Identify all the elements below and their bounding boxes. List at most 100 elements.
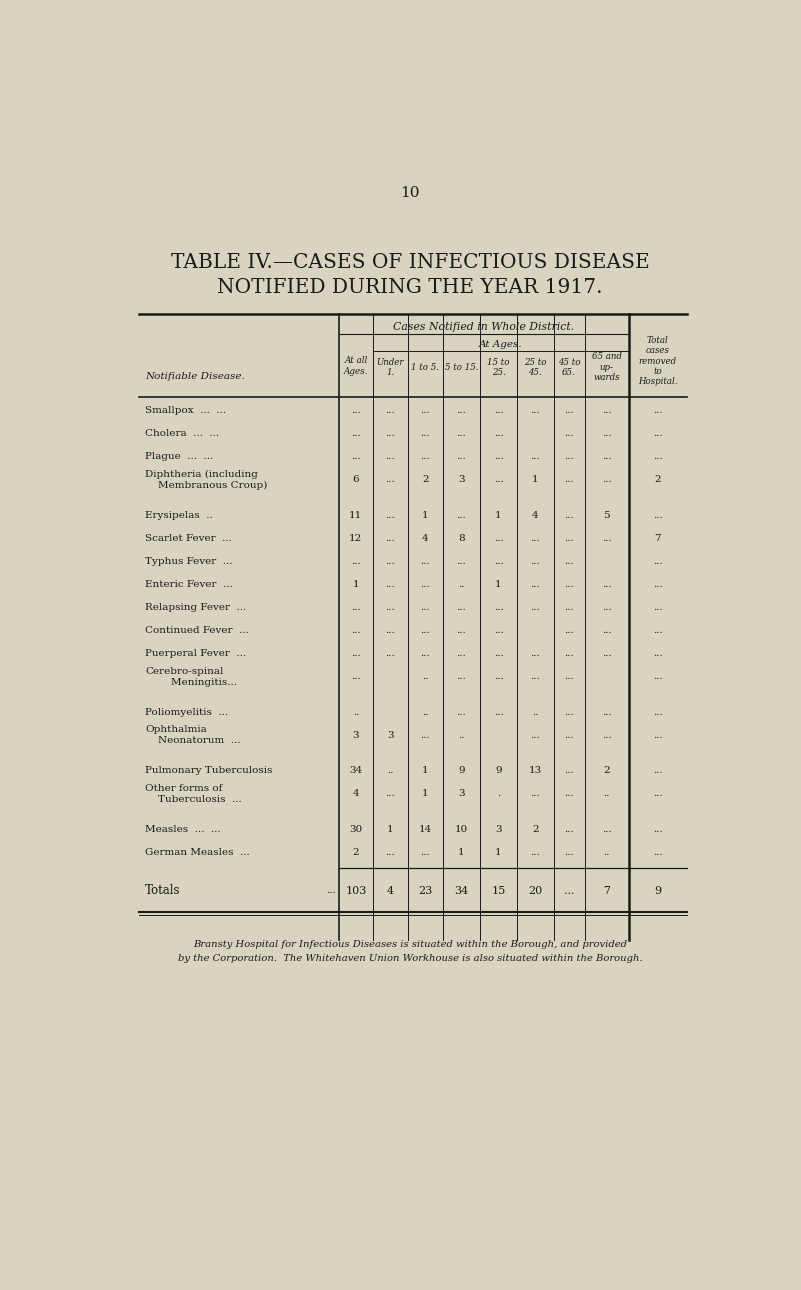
Text: ...: ... <box>530 789 540 799</box>
Text: ...: ... <box>530 848 540 857</box>
Text: TABLE IV.—CASES OF INFECTIOUS DISEASE: TABLE IV.—CASES OF INFECTIOUS DISEASE <box>171 253 650 272</box>
Text: Notifiable Disease.: Notifiable Disease. <box>145 372 245 381</box>
Text: ...: ... <box>564 451 574 461</box>
Text: Smallpox  ...  ...: Smallpox ... ... <box>145 406 226 415</box>
Text: ...: ... <box>653 430 662 439</box>
Text: ...: ... <box>653 649 662 658</box>
Text: 4: 4 <box>387 886 394 897</box>
Text: 3: 3 <box>352 731 359 740</box>
Text: 2: 2 <box>422 475 429 484</box>
Text: Pulmonary Tuberculosis: Pulmonary Tuberculosis <box>145 766 272 775</box>
Text: Cholera  ...  ...: Cholera ... ... <box>145 430 219 439</box>
Text: ...: ... <box>564 626 574 635</box>
Text: Total
cases
removed
to
Hospital.: Total cases removed to Hospital. <box>638 335 678 387</box>
Text: ...: ... <box>602 626 611 635</box>
Text: ...: ... <box>493 557 503 566</box>
Text: ...: ... <box>602 451 611 461</box>
Text: 8: 8 <box>458 534 465 543</box>
Text: Bransty Hospital for Infectious Diseases is situated within the Borough, and pro: Bransty Hospital for Infectious Diseases… <box>193 940 627 949</box>
Text: ...: ... <box>493 708 503 717</box>
Text: ...: ... <box>385 602 395 611</box>
Text: ...: ... <box>421 602 430 611</box>
Text: 1: 1 <box>495 511 501 520</box>
Text: ...: ... <box>457 602 466 611</box>
Text: 10: 10 <box>455 824 468 833</box>
Text: ...: ... <box>530 672 540 681</box>
Text: 5 to 15.: 5 to 15. <box>445 362 478 372</box>
Text: Neonatorum  ...: Neonatorum ... <box>145 737 240 746</box>
Text: 1: 1 <box>422 789 429 799</box>
Text: 3: 3 <box>458 789 465 799</box>
Text: ...: ... <box>564 430 574 439</box>
Text: by the Corporation.  The Whitehaven Union Workhouse is also situated within the : by the Corporation. The Whitehaven Union… <box>178 955 642 964</box>
Text: Under
1.: Under 1. <box>376 357 405 377</box>
Text: ...: ... <box>351 602 360 611</box>
Text: ...: ... <box>493 649 503 658</box>
Text: Relapsing Fever  ...: Relapsing Fever ... <box>145 602 247 611</box>
Text: 20: 20 <box>528 886 542 897</box>
Text: ...: ... <box>653 824 662 833</box>
Text: ...: ... <box>385 580 395 590</box>
Text: Enteric Fever  ...: Enteric Fever ... <box>145 580 233 590</box>
Text: ...: ... <box>602 406 611 415</box>
Text: ...: ... <box>653 406 662 415</box>
Text: ...: ... <box>602 430 611 439</box>
Text: ..: .. <box>387 766 393 775</box>
Text: Meningitis...: Meningitis... <box>145 677 237 686</box>
Text: ...: ... <box>530 649 540 658</box>
Text: ..: .. <box>603 789 610 799</box>
Text: 1: 1 <box>532 475 538 484</box>
Text: ...: ... <box>602 731 611 740</box>
Text: Typhus Fever  ...: Typhus Fever ... <box>145 557 232 566</box>
Text: ...: ... <box>457 708 466 717</box>
Text: ...: ... <box>602 708 611 717</box>
Text: ...: ... <box>653 626 662 635</box>
Text: ...: ... <box>564 708 574 717</box>
Text: Poliomyelitis  ...: Poliomyelitis ... <box>145 708 228 717</box>
Text: ...: ... <box>530 406 540 415</box>
Text: 1: 1 <box>458 848 465 857</box>
Text: ...: ... <box>564 580 574 590</box>
Text: ...: ... <box>564 766 574 775</box>
Text: ...: ... <box>653 451 662 461</box>
Text: ...: ... <box>351 649 360 658</box>
Text: ...: ... <box>421 649 430 658</box>
Text: 4: 4 <box>532 511 538 520</box>
Text: ...: ... <box>653 708 662 717</box>
Text: ...: ... <box>602 475 611 484</box>
Text: ...: ... <box>602 649 611 658</box>
Text: ...: ... <box>385 511 395 520</box>
Text: ...: ... <box>385 848 395 857</box>
Text: ...: ... <box>493 451 503 461</box>
Text: ...: ... <box>564 731 574 740</box>
Text: ...: ... <box>564 848 574 857</box>
Text: ...: ... <box>602 534 611 543</box>
Text: 2: 2 <box>532 824 538 833</box>
Text: ...: ... <box>351 406 360 415</box>
Text: Membranous Croup): Membranous Croup) <box>145 481 268 490</box>
Text: ...: ... <box>351 672 360 681</box>
Text: .: . <box>497 789 500 799</box>
Text: ...: ... <box>351 557 360 566</box>
Text: ...: ... <box>385 649 395 658</box>
Text: ...: ... <box>602 602 611 611</box>
Text: 4: 4 <box>422 534 429 543</box>
Text: 4: 4 <box>352 789 359 799</box>
Text: 14: 14 <box>419 824 432 833</box>
Text: ..: .. <box>532 708 538 717</box>
Text: ...: ... <box>653 602 662 611</box>
Text: 9: 9 <box>654 886 662 897</box>
Text: ..: .. <box>422 708 429 717</box>
Text: ...: ... <box>421 406 430 415</box>
Text: ...: ... <box>493 602 503 611</box>
Text: At all
Ages.: At all Ages. <box>344 356 368 375</box>
Text: ..: .. <box>352 708 359 717</box>
Text: ...: ... <box>385 451 395 461</box>
Text: 1: 1 <box>422 766 429 775</box>
Text: ...: ... <box>385 475 395 484</box>
Text: Tuberculosis  ...: Tuberculosis ... <box>145 795 242 804</box>
Text: ...: ... <box>493 534 503 543</box>
Text: 34: 34 <box>454 886 469 897</box>
Text: 1 to 5.: 1 to 5. <box>411 362 439 372</box>
Text: ..: .. <box>458 580 465 590</box>
